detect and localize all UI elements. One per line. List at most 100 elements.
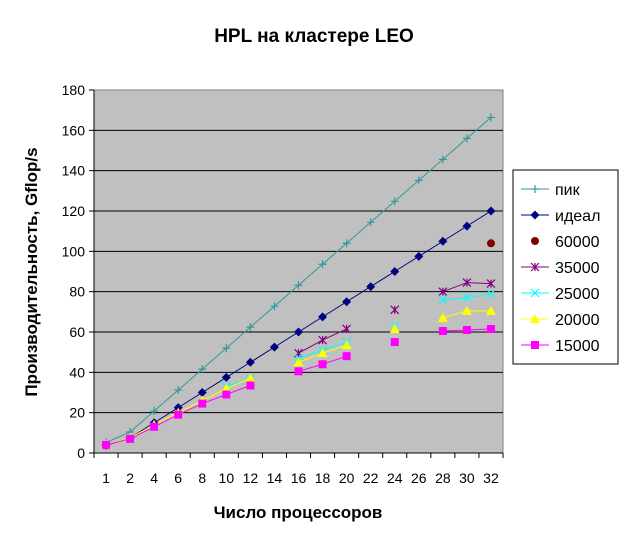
- x-tick-label: 14: [267, 470, 283, 486]
- legend-item: 25000: [521, 286, 600, 303]
- series-60000: [486, 239, 495, 248]
- data-point: [390, 305, 400, 315]
- data-point: [437, 312, 448, 322]
- legend-item: 20000: [521, 312, 600, 329]
- legend-item: 35000: [521, 260, 600, 277]
- legend-marker: [530, 288, 540, 298]
- data-point: [438, 326, 447, 335]
- data-point: [150, 422, 159, 431]
- legend-marker: [530, 210, 540, 220]
- data-point: [486, 324, 495, 333]
- data-point: [438, 287, 448, 297]
- y-axis: 0 20 40 60 80 100 120 140 160 180: [62, 82, 94, 461]
- data-point: [438, 236, 448, 246]
- data-point: [222, 390, 231, 399]
- data-point: [269, 342, 279, 352]
- data-point: [174, 386, 183, 395]
- data-point: [414, 176, 423, 185]
- data-point: [318, 260, 327, 269]
- data-point: [462, 293, 472, 303]
- legend-label: 15000: [555, 338, 600, 355]
- y-tick-label: 180: [62, 82, 86, 98]
- data-point: [293, 357, 304, 367]
- data-point: [390, 197, 399, 206]
- data-point: [245, 357, 255, 367]
- data-point: [438, 295, 448, 305]
- plot-background: [93, 89, 504, 454]
- data-point: [198, 365, 207, 374]
- data-point: [246, 323, 255, 332]
- legend-label: идеал: [555, 208, 600, 225]
- legend-label: пик: [555, 182, 581, 199]
- x-tick-label: 24: [387, 470, 403, 486]
- data-point: [486, 113, 495, 122]
- x-tick-label: 32: [483, 470, 499, 486]
- data-point: [342, 239, 351, 248]
- data-point: [485, 305, 496, 315]
- data-point: [198, 399, 207, 408]
- legend-label: 25000: [555, 286, 600, 303]
- data-point: [342, 297, 352, 307]
- legend-label: 35000: [555, 260, 600, 277]
- data-point: [462, 278, 472, 288]
- data-point: [486, 279, 496, 289]
- data-point: [438, 155, 447, 164]
- data-point: [462, 325, 471, 334]
- data-point: [318, 335, 327, 345]
- legend-marker: [530, 314, 540, 323]
- x-tick-label: 12: [243, 470, 259, 486]
- legend-item: 15000: [521, 338, 600, 355]
- data-point: [341, 340, 352, 350]
- legend: пик идеал 60000 35000 25000 20000 15000: [512, 169, 619, 365]
- data-point: [317, 348, 328, 358]
- legend-item: 60000: [531, 234, 600, 251]
- x-tick-label: 22: [363, 470, 379, 486]
- x-axis: 1 2 4 6 8 10 12 14 16 18 20 22 24 26 28 30 32: [93, 453, 504, 486]
- data-point: [174, 410, 183, 419]
- series-15000: [102, 324, 495, 449]
- y-tick-label: 60: [69, 324, 85, 340]
- series-35000: [294, 278, 496, 358]
- legend-marker: [530, 262, 540, 272]
- data-point: [221, 383, 232, 393]
- data-point: [389, 323, 400, 333]
- data-point: [486, 289, 496, 299]
- legend-marker: [531, 341, 539, 349]
- data-point: [486, 239, 495, 248]
- data-point: [294, 367, 303, 376]
- data-point: [173, 403, 183, 413]
- data-point: [462, 221, 472, 231]
- x-tick-label: 20: [339, 470, 355, 486]
- y-tick-label: 140: [62, 163, 86, 179]
- x-tick-label: 18: [315, 470, 331, 486]
- data-point: [390, 267, 400, 276]
- y-axis-title: Производительность, Gflop/s: [22, 147, 41, 396]
- x-tick-label: 28: [435, 470, 451, 486]
- x-tick-label: 1: [102, 470, 110, 486]
- data-point: [342, 324, 352, 334]
- legend-item: пик: [521, 182, 581, 199]
- series-layer: [101, 113, 496, 450]
- y-tick-label: 20: [69, 405, 85, 421]
- x-tick-label: 10: [219, 470, 235, 486]
- data-point: [366, 218, 375, 227]
- data-point: [150, 407, 159, 416]
- data-point: [414, 251, 424, 261]
- x-tick-label: 30: [459, 470, 475, 486]
- data-point: [342, 352, 351, 361]
- x-tick-label: 8: [198, 470, 206, 486]
- y-tick-label: 160: [62, 122, 86, 138]
- x-tick-label: 4: [150, 470, 158, 486]
- x-tick-label: 16: [291, 470, 307, 486]
- data-point: [221, 372, 231, 382]
- data-point: [197, 388, 207, 397]
- y-tick-label: 80: [69, 284, 85, 300]
- data-point: [318, 360, 327, 369]
- y-tick-label: 120: [62, 203, 86, 219]
- y-tick-label: 100: [62, 243, 86, 259]
- legend-item: идеал: [521, 208, 600, 225]
- data-point: [390, 338, 399, 347]
- legend-marker: [531, 185, 539, 193]
- data-point: [318, 312, 328, 322]
